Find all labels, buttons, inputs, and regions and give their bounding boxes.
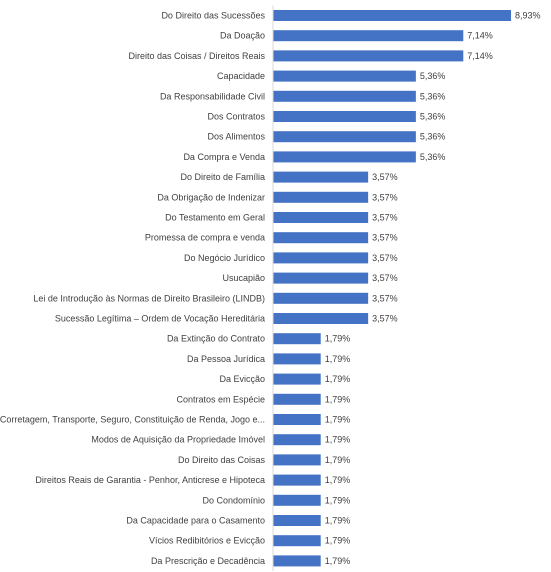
value-label: 1,79% xyxy=(325,516,351,526)
category-label: Dos Alimentos xyxy=(207,132,265,142)
bar xyxy=(273,333,321,345)
category-label: Da Evicção xyxy=(219,374,265,384)
value-label: 5,36% xyxy=(420,91,446,101)
category-label: Dos Contratos xyxy=(207,112,265,122)
value-label: 3,57% xyxy=(372,314,398,324)
bar xyxy=(273,292,369,304)
bar xyxy=(273,151,416,163)
bar xyxy=(273,313,369,324)
bar xyxy=(273,535,321,547)
value-label: 1,79% xyxy=(325,556,351,566)
category-label: Direito das Coisas / Direitos Reais xyxy=(128,51,265,61)
bars xyxy=(273,10,511,567)
value-label: 7,14% xyxy=(467,31,493,41)
bar xyxy=(273,515,321,526)
value-label: 5,36% xyxy=(420,152,446,162)
value-label: 3,57% xyxy=(372,293,398,303)
category-label: Da Extinção do Contrato xyxy=(167,334,265,344)
bar xyxy=(273,393,321,405)
value-label: 1,79% xyxy=(325,455,351,465)
bar xyxy=(273,111,416,122)
category-label: Do Direito de Família xyxy=(180,172,265,182)
bar xyxy=(273,555,321,567)
category-label: Direitos Reais de Garantia - Penhor, Ant… xyxy=(35,475,265,485)
value-label: 7,14% xyxy=(467,51,493,61)
category-label: Usucapião xyxy=(222,273,265,283)
value-label: 3,57% xyxy=(372,233,398,243)
category-label: Sucessão Legítima – Ordem de Vocação Her… xyxy=(55,314,265,324)
value-label: 3,57% xyxy=(372,192,398,202)
category-label: Modos de Aquisição da Propriedade Imóvel xyxy=(91,435,265,445)
category-label: Da Prescrição e Decadência xyxy=(151,556,265,566)
category-label: Da Responsabilidade Civil xyxy=(160,91,265,101)
category-label: Da Capacidade para o Casamento xyxy=(126,516,265,526)
category-label: Vícios Redibitórios e Evicção xyxy=(149,536,265,546)
category-label: Do Condomínio xyxy=(202,495,265,505)
category-label: Corretagem, Transporte, Seguro, Constitu… xyxy=(0,415,265,425)
category-label: Da Pessoa Jurídica xyxy=(187,354,265,364)
bar xyxy=(273,212,369,223)
category-label: Promessa de compra e venda xyxy=(145,233,265,243)
bar xyxy=(273,454,321,466)
bar xyxy=(273,232,369,244)
value-label: 1,79% xyxy=(325,354,351,364)
value-label: 3,57% xyxy=(372,253,398,263)
bar xyxy=(273,414,321,425)
bar xyxy=(273,70,416,82)
bar xyxy=(273,353,321,365)
category-label: Da Doação xyxy=(220,31,265,41)
value-labels: 8,93% 7,14% 7,14% 5,36% 5,36% 5,36% 5,36% 5,36%… xyxy=(325,11,541,566)
bar xyxy=(273,10,511,21)
bar xyxy=(273,191,369,203)
value-label: 1,79% xyxy=(325,536,351,546)
bar xyxy=(273,494,321,506)
bar xyxy=(273,474,321,486)
category-label: Capacidade xyxy=(217,71,265,81)
bar xyxy=(273,30,464,42)
bar xyxy=(273,373,321,385)
value-label: 1,79% xyxy=(325,394,351,404)
bar xyxy=(273,50,464,62)
value-label: 3,57% xyxy=(372,273,398,283)
bar xyxy=(273,252,369,264)
value-label: 1,79% xyxy=(325,415,351,425)
category-label: Do Direito das Sucessões xyxy=(161,11,265,21)
value-label: 3,57% xyxy=(372,213,398,223)
bar xyxy=(273,90,416,102)
bar xyxy=(273,131,416,143)
category-label: Da Obrigação de Indenizar xyxy=(157,192,265,202)
value-label: 1,79% xyxy=(325,374,351,384)
value-label: 1,79% xyxy=(325,475,351,485)
category-label: Da Compra e Venda xyxy=(183,152,265,162)
category-label: Contratos em Espécie xyxy=(176,394,265,404)
category-label: Do Negócio Jurídico xyxy=(184,253,265,263)
value-label: 1,79% xyxy=(325,334,351,344)
value-label: 5,36% xyxy=(420,132,446,142)
bar xyxy=(273,272,369,284)
bar xyxy=(273,171,369,183)
bar xyxy=(273,434,321,446)
value-label: 1,79% xyxy=(325,495,351,505)
category-label: Lei de Introdução às Normas de Direito B… xyxy=(33,293,265,303)
category-labels: Do Direito das Sucessões Da Doação Direito… xyxy=(0,11,266,566)
value-label: 8,93% xyxy=(515,11,541,21)
value-label: 5,36% xyxy=(420,112,446,122)
value-label: 5,36% xyxy=(420,71,446,81)
value-label: 3,57% xyxy=(372,172,398,182)
value-label: 1,79% xyxy=(325,435,351,445)
category-label: Do Direito das Coisas xyxy=(178,455,266,465)
category-label: Do Testamento em Geral xyxy=(165,213,265,223)
